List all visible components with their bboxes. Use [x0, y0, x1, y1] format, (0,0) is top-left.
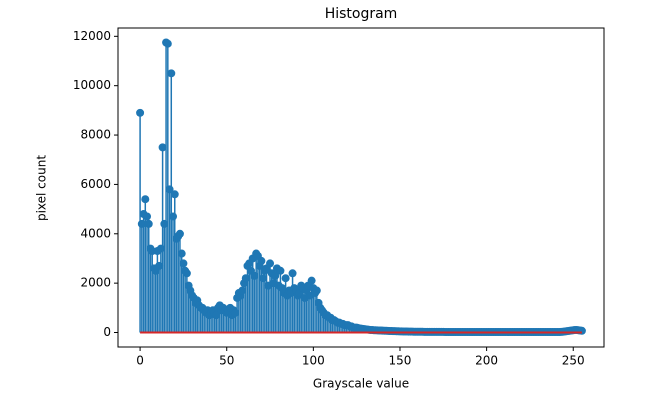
- stem-marker: [170, 190, 179, 199]
- stem-marker: [307, 276, 316, 285]
- stem-marker: [167, 69, 176, 78]
- stem-marker: [276, 266, 285, 275]
- x-tick-label: 200: [475, 354, 498, 368]
- stem-marker: [163, 39, 172, 48]
- stem-marker: [169, 212, 178, 221]
- x-tick-label: 250: [562, 354, 585, 368]
- stem-marker: [177, 249, 186, 258]
- chart-title: Histogram: [325, 6, 398, 22]
- stem-marker: [158, 143, 167, 152]
- stem-marker: [266, 259, 275, 268]
- stem-marker: [281, 274, 290, 283]
- stem-marker: [137, 219, 146, 228]
- stem-marker: [144, 219, 153, 228]
- y-axis-label: pixel count: [35, 155, 49, 221]
- y-tick-label: 10000: [73, 78, 111, 92]
- plot-frame: [117, 27, 605, 348]
- stem-marker: [231, 308, 240, 317]
- stem-marker: [182, 269, 191, 278]
- stem-marker: [271, 271, 280, 280]
- stem-marker: [250, 271, 259, 280]
- stem-marker: [165, 185, 174, 194]
- stem-marker: [312, 286, 321, 295]
- stem-marker: [238, 286, 247, 295]
- x-axis-label: Grayscale value: [313, 377, 409, 391]
- stem-marker: [257, 256, 266, 265]
- y-tick-label: 8000: [80, 128, 111, 142]
- stem-marker: [156, 244, 165, 253]
- stem-marker: [288, 269, 297, 278]
- y-tick-label: 12000: [73, 29, 111, 43]
- stem-marker: [175, 229, 184, 238]
- stem-marker: [160, 219, 169, 228]
- y-tick-label: 0: [103, 325, 111, 339]
- x-tick-label: 50: [219, 354, 234, 368]
- y-tick-label: 4000: [80, 226, 111, 240]
- stem-marker: [136, 108, 145, 117]
- y-tick-label: 6000: [80, 177, 111, 191]
- y-tick-label: 2000: [80, 276, 111, 290]
- stem-marker: [155, 261, 164, 270]
- stem-marker: [212, 311, 221, 320]
- x-tick-label: 0: [136, 354, 144, 368]
- x-tick-label: 150: [389, 354, 412, 368]
- stem-marker: [179, 259, 188, 268]
- stem-marker: [259, 274, 268, 283]
- x-tick-label: 100: [302, 354, 325, 368]
- stem-marker: [143, 212, 152, 221]
- stem-marker: [141, 195, 150, 204]
- stem-marker: [577, 326, 586, 335]
- stem-marker: [241, 274, 250, 283]
